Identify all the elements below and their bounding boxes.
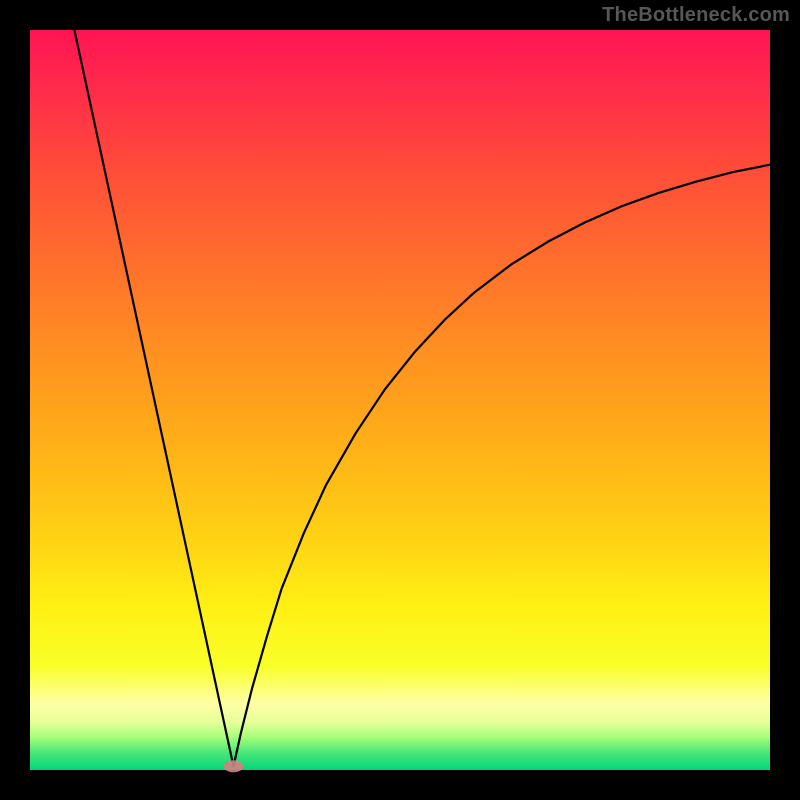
chart-container: TheBottleneck.com bbox=[0, 0, 800, 800]
chart-gradient-background bbox=[30, 30, 770, 770]
bottleneck-chart-svg bbox=[0, 0, 800, 800]
optimum-marker bbox=[224, 760, 244, 772]
watermark-text: TheBottleneck.com bbox=[602, 4, 790, 27]
